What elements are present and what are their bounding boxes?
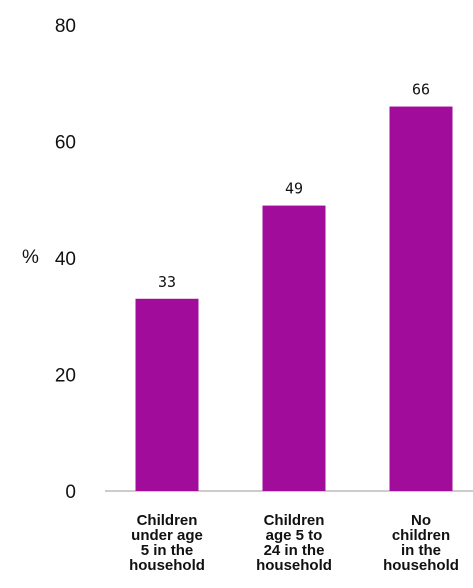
category-label: No children in the household <box>383 512 459 574</box>
category-labels: Children under age 5 in the householdChildr… <box>129 512 459 574</box>
y-axis-unit-label: % <box>22 247 39 268</box>
data-labels: 33 49 66 <box>158 81 430 291</box>
bars <box>135 106 453 492</box>
category-label-line: 5 in the <box>141 542 194 559</box>
bar <box>389 106 453 492</box>
y-tick-label: 40 <box>55 249 76 270</box>
category-label-line: Children <box>264 512 325 529</box>
category-label: Children age 5 to 24 in the household <box>256 512 332 574</box>
data-label: 49 <box>285 180 303 198</box>
category-label-line: under age <box>131 527 203 544</box>
y-tick-label: 80 <box>55 16 76 37</box>
category-label-line: household <box>383 557 459 574</box>
category-label-line: age 5 to <box>266 527 323 544</box>
category-label-line: No <box>411 512 431 529</box>
y-tick-label: 20 <box>55 366 76 387</box>
category-label-line: children <box>392 527 450 544</box>
category-label-line: household <box>129 557 205 574</box>
y-axis: 0 20 40 60 80 <box>55 16 76 503</box>
category-label-line: in the <box>401 542 441 559</box>
category-label-line: Children <box>137 512 198 529</box>
bar <box>262 205 326 491</box>
category-label-line: household <box>256 557 332 574</box>
data-label: 66 <box>412 81 430 99</box>
data-label: 33 <box>158 273 176 291</box>
y-tick-label: 60 <box>55 133 76 154</box>
y-tick-label: 0 <box>65 482 76 503</box>
bar <box>135 298 199 491</box>
category-label: Children under age 5 in the household <box>129 512 205 574</box>
category-label-line: 24 in the <box>264 542 325 559</box>
